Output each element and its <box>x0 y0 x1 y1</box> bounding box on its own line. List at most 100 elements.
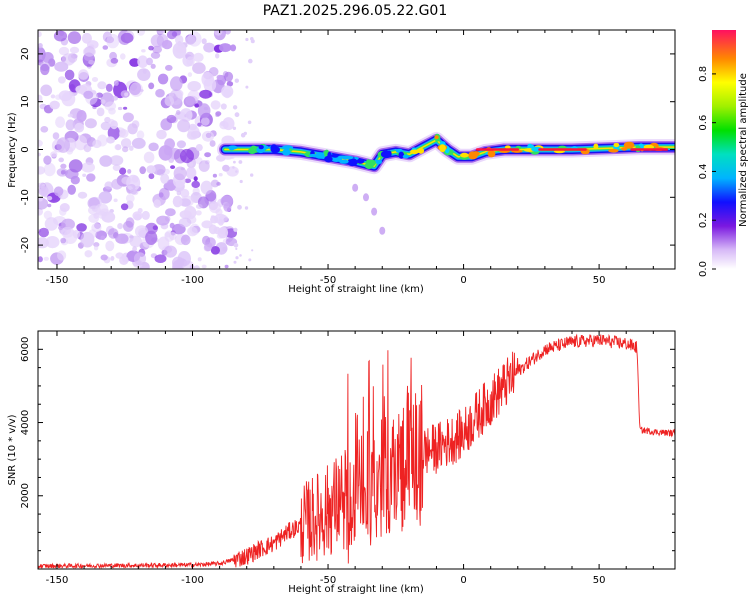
noise-blob <box>97 81 107 90</box>
noise-blob <box>130 188 138 195</box>
noise-blob <box>132 246 138 252</box>
noise-blob <box>119 255 129 265</box>
noise-blob <box>132 211 143 221</box>
snr-frame <box>37 330 676 570</box>
noise-blob <box>148 142 159 152</box>
noise-blob <box>251 249 254 252</box>
noise-blob <box>76 223 87 232</box>
noise-blob <box>170 76 183 92</box>
colorbar: 0.0 0.2 0.4 0.6 0.8 Normalized spectral ampl… <box>698 30 749 277</box>
noise-blob <box>214 30 223 36</box>
noise-blob <box>127 123 138 135</box>
noise-blob <box>234 112 240 118</box>
noise-blob <box>238 160 243 164</box>
noise-blob <box>187 72 193 77</box>
noise-blob <box>58 46 70 56</box>
x-tick-label: -150 <box>46 575 69 586</box>
signal-blob <box>347 158 358 167</box>
noise-blob <box>233 160 236 164</box>
noise-blob <box>38 256 43 263</box>
signal-blob <box>339 159 349 164</box>
signal-blob <box>434 135 439 140</box>
noise-blob <box>56 137 70 153</box>
noise-blob <box>156 129 167 140</box>
signal-blob <box>593 143 599 150</box>
noise-blob <box>53 30 68 42</box>
noise-blob <box>114 80 119 86</box>
noise-blob <box>108 118 115 126</box>
noise-blob <box>152 225 158 230</box>
noise-blob <box>81 162 95 173</box>
signal-streak <box>379 226 386 235</box>
noise-blob <box>81 32 92 44</box>
noise-blob <box>209 140 216 147</box>
y-tick-label: 2000 <box>20 483 31 508</box>
noise-blob <box>129 145 134 151</box>
noise-blob <box>187 81 201 92</box>
signal-streak <box>352 183 359 192</box>
noise-blob <box>201 264 207 269</box>
noise-blob <box>160 173 170 184</box>
spectrogram-y-ticks: -20 -10 0 10 20 <box>20 48 675 253</box>
noise-blob <box>179 108 193 122</box>
noise-blob <box>195 144 203 152</box>
x-tick-label: -50 <box>320 575 336 586</box>
noise-blob <box>49 100 60 110</box>
noise-blob <box>131 137 146 149</box>
noise-blob <box>155 88 165 98</box>
noise-blob <box>60 163 67 169</box>
noise-blob <box>61 53 76 66</box>
noise-blob <box>119 167 127 175</box>
noise-blob <box>59 207 67 216</box>
noise-blob <box>209 203 215 207</box>
noise-blob <box>123 220 134 232</box>
noise-blob <box>210 215 219 224</box>
snr-plot: -150 -100 -50 0 50 2000 4000 6000 Height of st… <box>7 330 676 595</box>
noise-blob <box>97 134 108 147</box>
noise-blob <box>239 179 243 184</box>
colorbar-ticks: 0.0 0.2 0.4 0.6 0.8 <box>698 66 716 277</box>
noise-blob <box>224 264 229 269</box>
signal-blob <box>337 155 349 159</box>
noise-blob <box>200 180 213 195</box>
signal-blob <box>439 141 446 146</box>
noise-blob <box>60 169 67 175</box>
noise-blob <box>58 157 64 163</box>
noise-blob <box>84 250 93 258</box>
noise-blob <box>40 126 49 133</box>
chart-title: PAZ1.2025.296.05.22.G01 <box>263 3 448 19</box>
noise-blob <box>110 256 115 261</box>
noise-blob <box>98 191 113 204</box>
noise-blob <box>175 35 184 45</box>
noise-blob <box>75 85 87 94</box>
noise-blob <box>230 44 237 52</box>
noise-blob <box>148 45 154 51</box>
noise-blob <box>163 245 177 258</box>
noise-blob <box>233 260 237 264</box>
noise-blob <box>104 181 113 190</box>
noise-blob <box>44 217 59 231</box>
signal-blob <box>410 149 419 155</box>
snr-y-label: SNR (10 * v/v) <box>7 414 18 485</box>
noise-blob <box>38 31 42 38</box>
signal-blob <box>270 146 280 154</box>
noise-blob <box>210 246 220 255</box>
noise-blob <box>99 155 113 167</box>
noise-blob <box>38 152 41 157</box>
noise-blob <box>109 155 124 166</box>
noise-blob <box>115 233 129 244</box>
noise-blob <box>250 173 254 177</box>
x-tick-label: -100 <box>181 575 204 586</box>
noise-blob <box>88 229 97 239</box>
x-tick-label: 50 <box>593 275 606 286</box>
noise-blob <box>224 30 231 35</box>
noise-blob <box>133 252 147 266</box>
noise-blob <box>106 136 115 144</box>
noise-blob <box>137 55 149 68</box>
x-tick-label: 0 <box>460 275 466 286</box>
noise-blob <box>40 63 50 76</box>
noise-blob <box>156 30 166 35</box>
signal-blob <box>387 150 392 158</box>
noise-blob <box>210 100 221 110</box>
